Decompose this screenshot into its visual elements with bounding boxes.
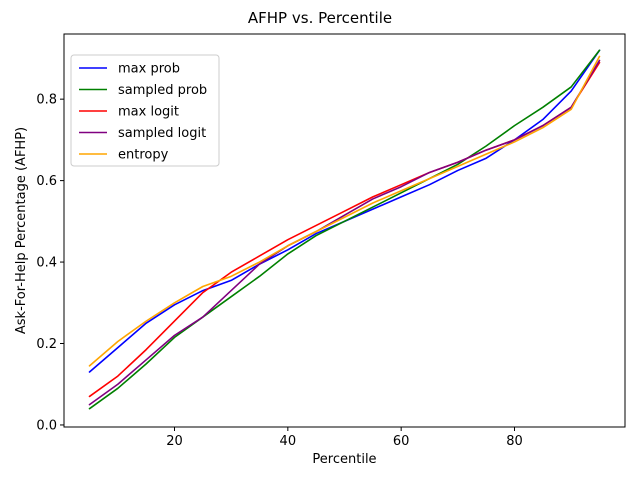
y-tick-label: 0.4	[36, 256, 57, 271]
legend-label-sampled-prob: sampled prob	[118, 83, 207, 98]
series-lines	[88, 49, 601, 410]
y-tick-label: 0.8	[36, 93, 57, 108]
x-axis-label: Percentile	[312, 452, 376, 467]
x-tick-label: 40	[280, 434, 297, 449]
legend: max prob sampled prob max logit sampled log…	[70, 54, 220, 167]
series-line-entropy	[88, 55, 601, 367]
x-tick-label: 60	[393, 434, 410, 449]
legend-entries: max prob sampled prob max logit sampled log…	[79, 62, 207, 163]
series-line-sampled-prob	[88, 49, 601, 410]
plot-frame	[63, 33, 626, 428]
chart-title: AFHP vs. Percentile	[248, 9, 392, 27]
legend-label-sampled-logit: sampled logit	[118, 126, 206, 141]
y-axis-label: Ask-For-Help Percentage (AFHP)	[14, 127, 29, 334]
x-tick-label: 80	[506, 434, 523, 449]
legend-label-entropy: entropy	[118, 148, 169, 163]
y-tick-label: 0.6	[36, 174, 57, 189]
series-line-sampled-logit	[88, 59, 601, 406]
x-tick-label: 20	[166, 434, 183, 449]
legend-frame	[70, 54, 220, 167]
y-tick-label: 0.0	[36, 418, 57, 433]
legend-label-max-logit: max logit	[118, 105, 179, 120]
y-tick-label: 0.2	[36, 337, 57, 352]
ticks-layer: 20 40 60 80 0.0 0.2 0.4 0.6 0.8	[36, 93, 522, 449]
legend-label-max-prob: max prob	[118, 62, 180, 77]
